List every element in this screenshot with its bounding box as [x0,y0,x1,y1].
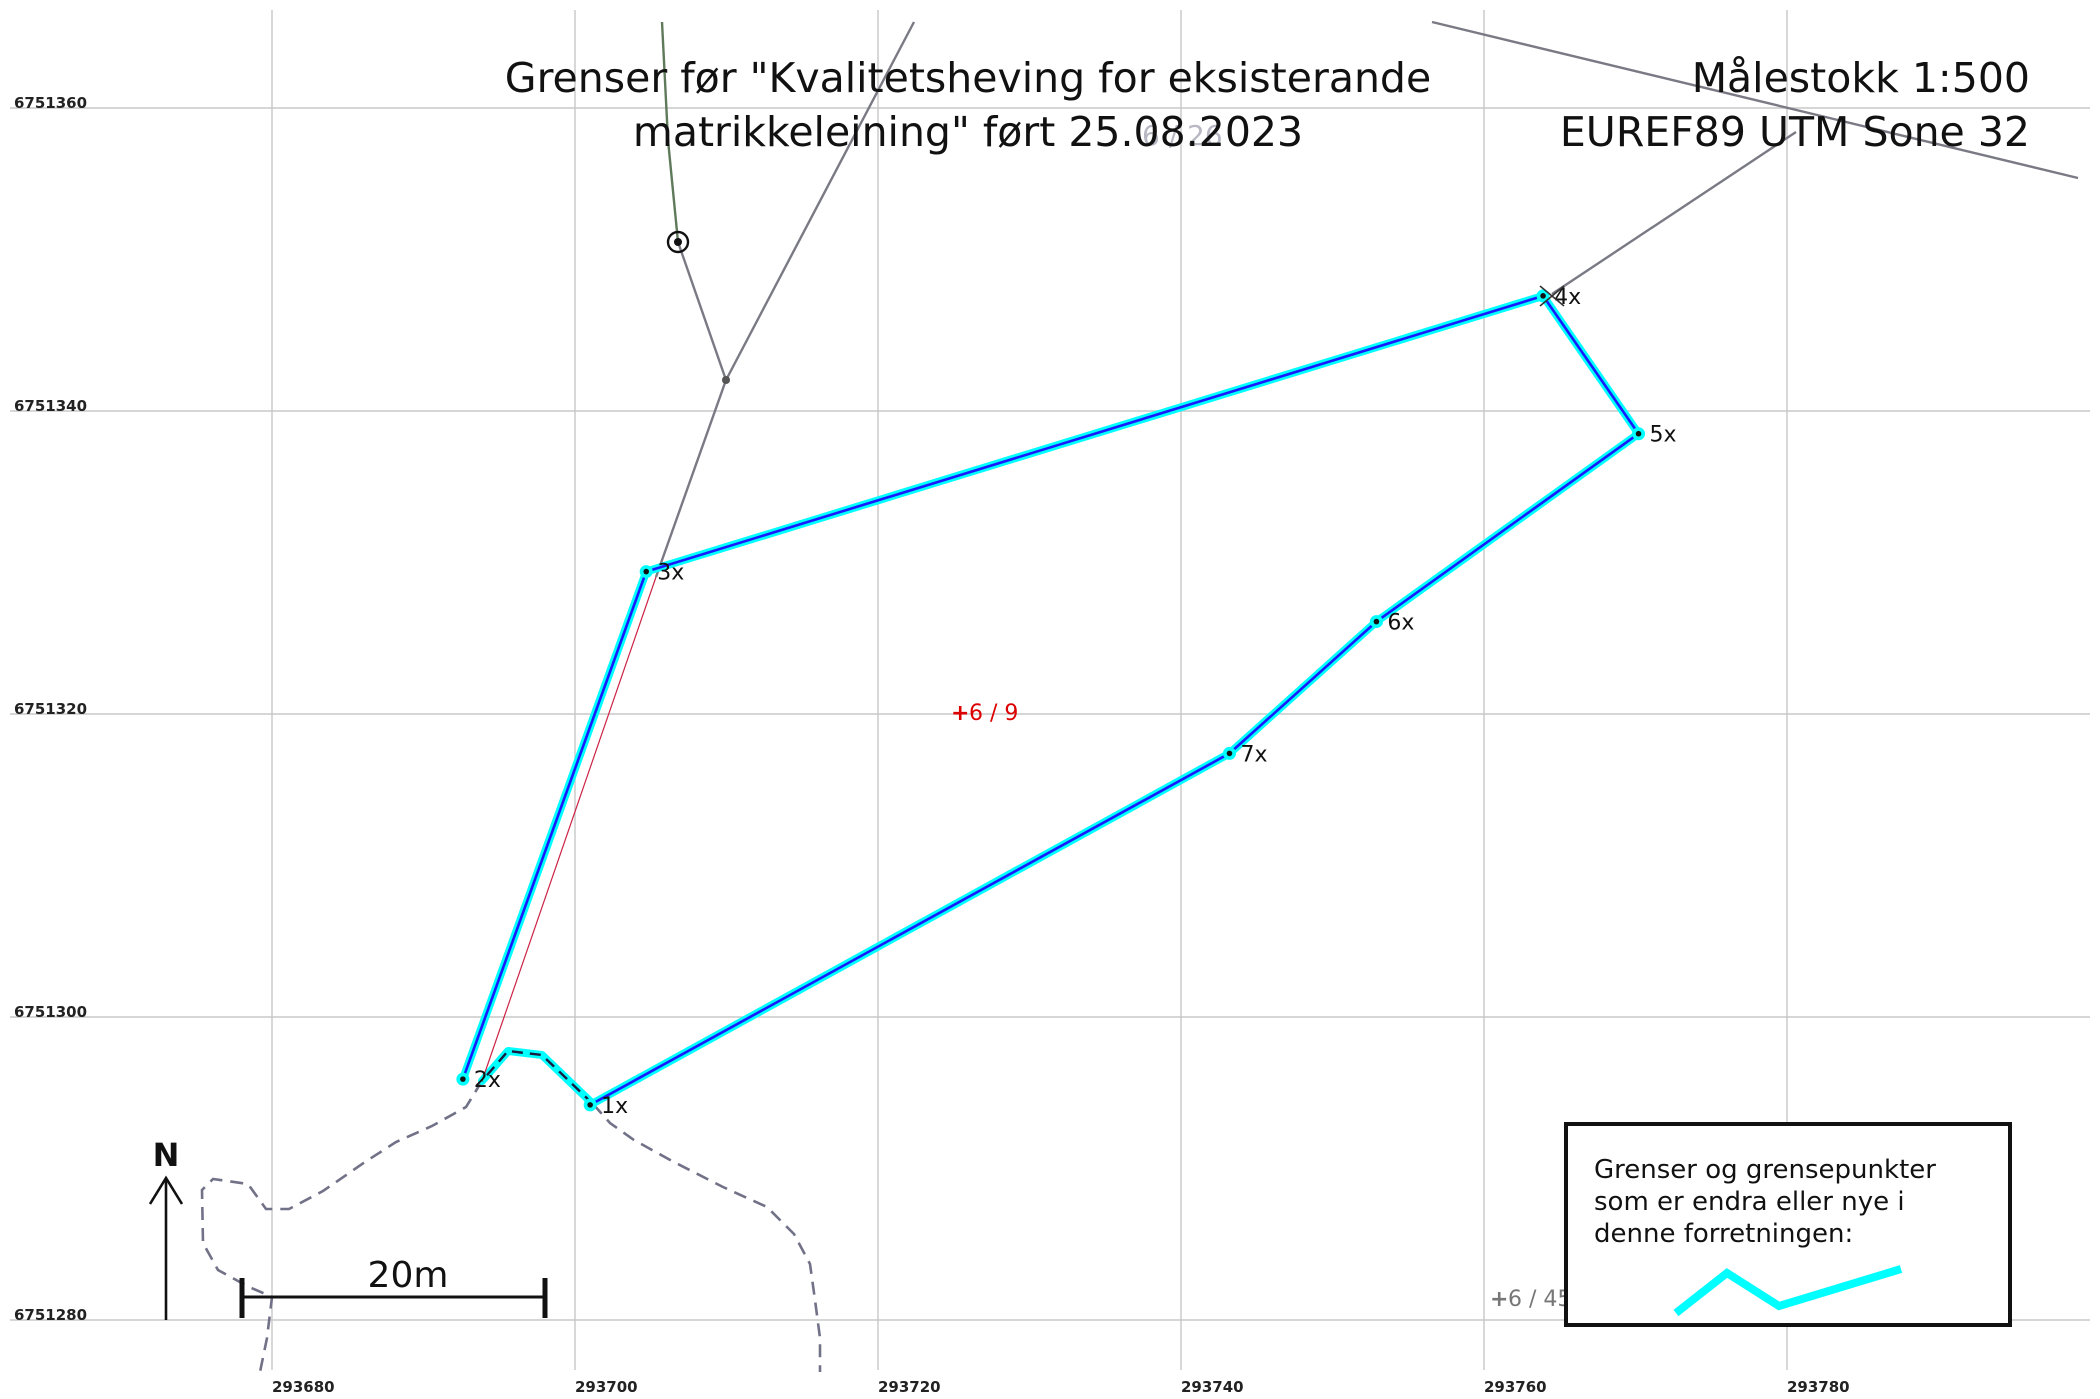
dashed-boundary-line [592,1103,822,1372]
crs-text: EUREF89 UTM Sone 32 [1560,108,2030,156]
north-arrow: N [148,1136,184,1320]
y-tick-label: 6751360 [14,94,87,112]
changed-boundary [458,291,1643,1109]
boundary-point-6x-dot [1373,618,1380,625]
y-tick-label: 6751280 [14,1306,87,1324]
x-tick-label: 293700 [575,1378,638,1396]
legend-box [1564,1122,2012,1327]
x-tick-label: 293720 [878,1378,941,1396]
survey-marker-icon [666,230,690,254]
y-tick-label: 6751320 [14,700,87,718]
legend-text-line-2: som er endra eller nye i [1594,1187,1905,1217]
legend-text-line-3: denne forretningen: [1594,1219,1853,1249]
boundary-points: 1x 2x 3x 4x 5x 6x 7x [456,285,1677,1119]
map-title-line-1: Grenser før "Kvalitetsheving for eksiste… [505,54,1431,102]
scale-bar: 20m [239,1255,548,1318]
grey-boundary-line [654,379,728,578]
boundary-point-label: 2x [474,1068,501,1093]
x-tick-label: 293740 [1181,1378,1244,1396]
boundary-point-label: 7x [1240,742,1267,767]
y-axis-ticks: 6751360 6751340 6751320 6751300 6751280 [14,94,87,1324]
boundary-line [461,294,1640,1107]
junction-point-icon [722,376,730,384]
boundary-point-1x-dot [587,1102,593,1108]
survey-marker-icon [674,238,682,246]
legend: Grenser og grensepunkter som er endra el… [1564,1122,2012,1327]
parcel-label-other: + 6 / 45 [1490,1287,1571,1312]
legend-line-sample [1673,1265,1903,1317]
parcel-label-main: + 6 / 9 [951,701,1018,726]
boundary-point-7x-dot [1226,750,1233,757]
boundary-point-5x-dot [1635,430,1642,437]
parcel-plus-icon: + [951,701,969,726]
parcel-plus-icon: + [1490,1287,1508,1312]
parcel-number: 6 / 45 [1508,1287,1571,1312]
map-title-line-2: matrikkeleining" ført 25.08.2023 [633,108,1303,156]
boundary-point-label: 1x [601,1094,628,1119]
boundary-point-4x-dot [1540,293,1546,299]
boundary-point-label: 4x [1554,285,1581,310]
x-tick-label: 293760 [1484,1378,1547,1396]
y-tick-label: 6751340 [14,397,87,415]
boundary-point-label: 5x [1650,423,1677,448]
background-label: 6 / 26 [1142,119,1223,152]
green-line [660,21,680,243]
dashed-boundary-line [200,1080,484,1373]
x-axis-ticks: 293680 293700 293720 293740 293760 29378… [272,1378,1850,1396]
boundary-point-3x-dot [643,568,650,575]
north-arrow-head-icon [148,1175,184,1205]
scale-text: Målestokk 1:500 [1692,54,2030,102]
boundary-point-label: 6x [1387,611,1414,636]
x-tick-label: 293680 [272,1378,335,1396]
north-label: N [153,1136,180,1174]
boundary-line-red-core [481,576,657,1082]
coordinate-grid [10,10,2090,1370]
legend-text-line-1: Grenser og grensepunkter [1594,1155,1936,1185]
survey-markers [666,230,1565,384]
grey-boundary-line [1551,131,1797,295]
boundary-highlight [478,1047,597,1108]
y-tick-label: 6751300 [14,1003,87,1021]
parcel-number: 6 / 9 [969,701,1018,726]
x-tick-label: 293780 [1787,1378,1850,1396]
boundary-point-2x-dot [460,1076,466,1082]
boundary-point-label: 3x [657,561,684,586]
scale-bar-label: 20m [368,1255,449,1296]
boundary-highlight [458,291,1643,1109]
cross-marker-icon [1539,285,1565,307]
grey-boundary-line [1431,20,2079,180]
